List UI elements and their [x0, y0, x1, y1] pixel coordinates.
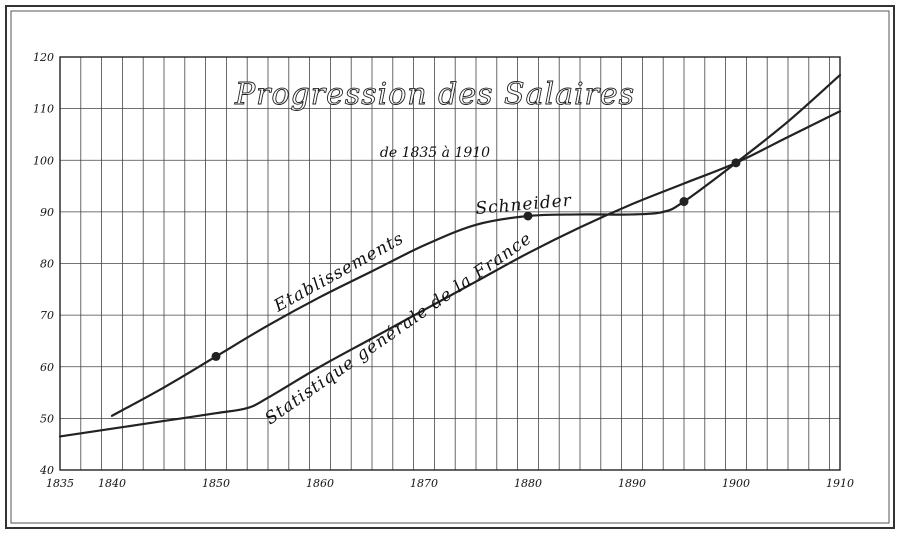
- series-line-1: [110, 73, 842, 417]
- plot-area-border: [59, 56, 841, 471]
- y-tick-label: 110: [33, 103, 54, 116]
- x-tick-label: 1890: [618, 477, 646, 490]
- x-tick-label: 1870: [410, 477, 438, 490]
- inner-frame: [10, 10, 890, 524]
- x-tick-label: 1900: [722, 477, 750, 490]
- y-tick-label: 40: [39, 464, 54, 477]
- y-tick-label: 50: [40, 412, 54, 425]
- y-tick-label: 100: [33, 154, 54, 167]
- y-tick-label: 120: [33, 51, 54, 64]
- y-tick-label: 70: [40, 309, 54, 322]
- data-point-marker: [679, 197, 689, 207]
- y-tick-label: 90: [40, 206, 54, 219]
- x-tick-label: 1835: [46, 477, 74, 490]
- series-group: [58, 73, 842, 438]
- chart-title: Progression des Salaires: [234, 77, 635, 112]
- y-tick-label: 60: [40, 361, 54, 374]
- grid: [59, 56, 840, 471]
- x-tick-label: 1850: [202, 477, 230, 490]
- x-tick-label: 1910: [826, 477, 854, 490]
- outer-frame: [5, 5, 895, 529]
- chart-subtitle: de 1835 à 1910: [380, 145, 490, 161]
- data-point-marker: [523, 211, 533, 221]
- data-point-marker: [211, 351, 221, 361]
- x-tick-label: 1840: [98, 477, 126, 490]
- x-tick-label: 1860: [306, 477, 334, 490]
- tick-labels: 40 50 60 70 80 90 100 110 120 1835 1840 1850 1860 187…: [33, 51, 854, 490]
- y-tick-label: 80: [40, 258, 54, 271]
- x-tick-label: 1880: [514, 477, 542, 490]
- series-line-2: [58, 110, 842, 438]
- series-label-etablissements: Etablissements: [270, 228, 408, 316]
